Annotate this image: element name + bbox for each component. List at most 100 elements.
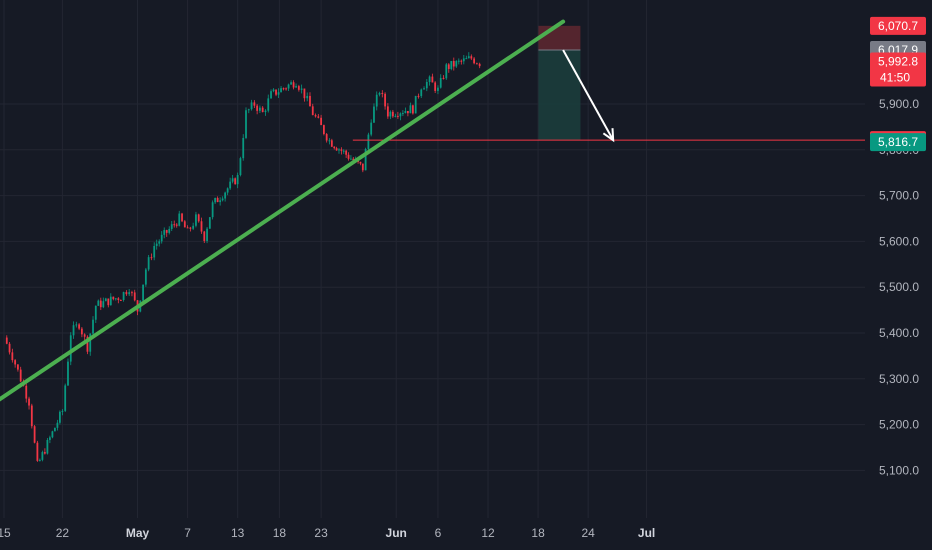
- candle: [250, 99, 253, 111]
- candle: [206, 226, 208, 244]
- candle: [328, 138, 331, 145]
- candle: [155, 239, 158, 250]
- grid: [0, 0, 865, 518]
- candle: [208, 217, 211, 229]
- candle: [391, 109, 394, 118]
- projection-arrow[interactable]: [562, 49, 615, 143]
- candle: [259, 105, 261, 114]
- candle: [394, 113, 397, 118]
- candle: [431, 73, 434, 83]
- candle: [109, 293, 112, 306]
- candle: [158, 239, 161, 247]
- time-tick-label: 18: [531, 526, 545, 540]
- candle: [285, 87, 287, 91]
- candle: [277, 88, 280, 99]
- candle: [36, 440, 39, 462]
- support-trendline[interactable]: [0, 19, 566, 414]
- candle: [465, 55, 468, 60]
- time-tick-label: 18: [273, 526, 287, 540]
- time-tick-label: May: [126, 526, 150, 540]
- candle: [48, 435, 51, 444]
- candle: [242, 134, 245, 161]
- candle: [231, 174, 234, 184]
- candle: [253, 100, 256, 108]
- candle: [200, 217, 203, 234]
- candle: [467, 52, 470, 59]
- candle: [359, 161, 362, 166]
- candle: [378, 91, 381, 97]
- candle: [292, 80, 295, 90]
- time-tick-label: 6: [435, 526, 442, 540]
- candle: [211, 200, 214, 220]
- time-axis[interactable]: [0, 518, 932, 550]
- candle: [452, 57, 455, 71]
- candle: [46, 438, 49, 455]
- candle: [462, 54, 465, 65]
- candle: [64, 383, 67, 412]
- candle: [442, 75, 445, 80]
- candle: [364, 147, 367, 171]
- candle: [59, 410, 61, 425]
- candle: [102, 297, 105, 309]
- candle: [282, 87, 285, 91]
- candle: [69, 332, 72, 366]
- candle: [460, 59, 463, 65]
- candle: [261, 106, 264, 113]
- candle: [406, 110, 409, 117]
- candle: [107, 298, 110, 308]
- candle: [267, 94, 270, 113]
- candle: [423, 86, 425, 90]
- candle: [41, 450, 44, 462]
- candle: [17, 364, 19, 372]
- candle: [133, 289, 136, 302]
- candle: [114, 298, 117, 301]
- candle: [287, 83, 290, 91]
- candle: [119, 299, 122, 301]
- candle: [94, 305, 97, 323]
- candle: [414, 95, 417, 114]
- take-profit-zone[interactable]: [538, 50, 581, 141]
- candle: [295, 83, 297, 88]
- candle: [381, 90, 384, 98]
- candle: [412, 104, 414, 115]
- time-tick-label: 22: [56, 526, 70, 540]
- candle: [280, 85, 282, 93]
- candle: [221, 196, 224, 202]
- candle: [19, 366, 22, 383]
- candle: [112, 296, 115, 301]
- candle: [401, 110, 404, 117]
- candle: [186, 225, 189, 229]
- candle: [373, 103, 375, 123]
- candle: [437, 85, 439, 95]
- time-tick-label: 13: [231, 526, 245, 540]
- candle: [28, 396, 30, 410]
- candle: [178, 210, 181, 227]
- candle: [25, 381, 28, 403]
- candle: [173, 220, 176, 228]
- candle: [335, 146, 338, 151]
- candle: [83, 333, 86, 341]
- candle: [275, 89, 277, 97]
- time-tick-label: 23: [314, 526, 328, 540]
- stop-loss-zone[interactable]: [538, 25, 581, 51]
- price-axis[interactable]: [865, 0, 932, 550]
- time-tick-label: Jul: [638, 526, 655, 540]
- candle: [309, 92, 311, 107]
- candle: [226, 187, 229, 196]
- candle: [203, 230, 206, 243]
- candle: [247, 108, 250, 114]
- candles: [5, 52, 481, 462]
- candle: [144, 267, 147, 287]
- candle: [131, 290, 133, 297]
- candle: [272, 88, 275, 93]
- candle: [5, 335, 8, 345]
- candle: [97, 299, 100, 306]
- candle: [347, 152, 350, 161]
- candle: [245, 107, 247, 140]
- candle: [303, 88, 306, 102]
- candle: [192, 222, 195, 231]
- candle: [434, 81, 437, 94]
- price-tick-label: 5,200.0: [879, 418, 919, 432]
- candle: [214, 197, 217, 204]
